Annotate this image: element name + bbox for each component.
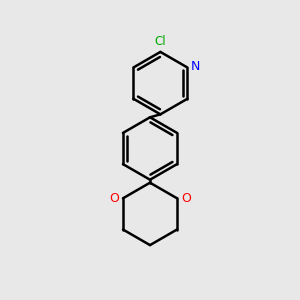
Text: N: N: [191, 60, 200, 74]
Text: Cl: Cl: [154, 35, 166, 48]
Text: O: O: [109, 192, 119, 205]
Text: O: O: [181, 192, 191, 205]
